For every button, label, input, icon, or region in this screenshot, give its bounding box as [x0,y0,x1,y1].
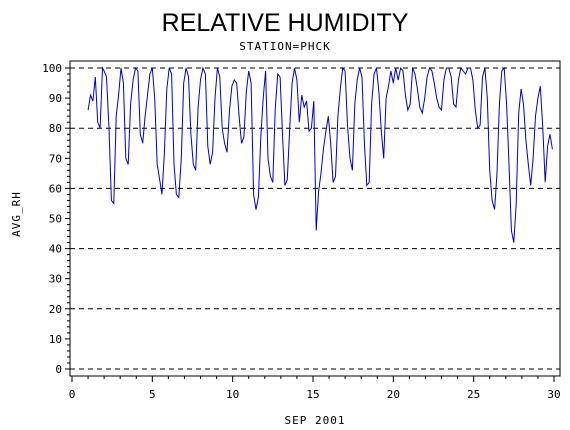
data-series [87,66,553,243]
x-axis-label: SEP 2001 [285,414,346,427]
x-tick-label: 15 [306,388,319,401]
x-tick-label: 25 [467,388,480,401]
plot-frame [69,60,561,377]
x-tick-label: 10 [226,388,239,401]
y-tick-label: 20 [49,303,62,316]
x-tick-label: 20 [387,388,400,401]
y-axis-label: AVG_RH [10,191,23,237]
y-tick-label: 50 [49,213,62,226]
x-tick-label: 0 [69,388,76,401]
y-tick-label: 40 [49,243,62,256]
x-tick-label: 30 [547,388,560,401]
rh-series-line [87,66,553,243]
chart-subtitle: STATION=PHCK [239,40,330,53]
y-tick-label: 30 [49,273,62,286]
y-tick-label: 70 [49,152,62,165]
y-tick-label: 80 [49,122,62,135]
y-tick-label: 10 [49,333,62,346]
y-tick-label: 0 [55,363,62,376]
reference-lines [70,67,560,370]
x-tick-label: 5 [149,388,156,401]
y-axis: 0 10 20 30 40 50 60 70 80 90 100 [42,62,70,376]
x-axis: 0 5 10 15 20 25 30 [69,376,561,401]
y-tick-label: 100 [42,62,62,75]
y-tick-label: 90 [49,92,62,105]
y-tick-label: 60 [49,182,62,195]
chart-title: RELATIVE HUMIDITY [162,9,409,37]
